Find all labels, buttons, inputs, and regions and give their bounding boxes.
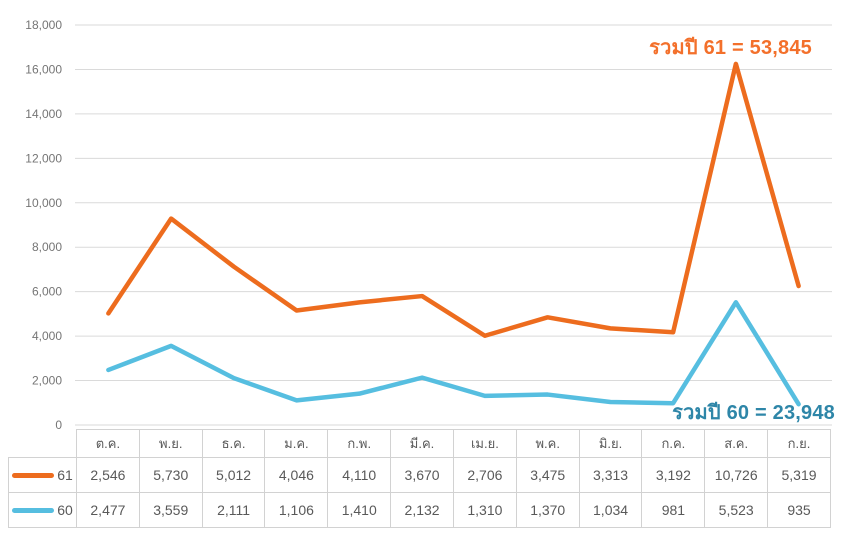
y-axis-tick-label: 16,000 xyxy=(25,62,62,76)
month-header-cell: ก.พ. xyxy=(327,429,392,458)
y-axis-tick-label: 8,000 xyxy=(32,240,62,254)
value-cell: 1,370 xyxy=(515,492,580,528)
month-header-cell: ก.ค. xyxy=(641,429,706,458)
value-cell: 4,046 xyxy=(264,457,329,493)
y-axis-tick-label: 10,000 xyxy=(25,196,62,210)
month-header-cell: ต.ค. xyxy=(76,429,140,458)
value-cell: 935 xyxy=(767,492,831,528)
value-cell: 4,110 xyxy=(327,457,392,493)
legend-line-swatch-61 xyxy=(12,472,55,478)
total-annotation-60: รวมปี 60 = 23,948 xyxy=(672,402,835,424)
y-axis-tick-label: 14,000 xyxy=(25,107,62,121)
y-axis-tick-label: 12,000 xyxy=(25,151,62,165)
value-cell: 1,410 xyxy=(327,492,392,528)
value-cell: 2,477 xyxy=(76,492,140,528)
legend-cell-61: 61 xyxy=(8,457,77,493)
month-header-cell: ธ.ค. xyxy=(201,429,266,458)
legend-label-60: 60 xyxy=(57,502,73,518)
table-corner-cell xyxy=(9,430,77,458)
stacked-line-chart: 0 2,000 4,000 6,000 8,000 10,000 12,000 14,000 1… xyxy=(25,18,832,430)
month-header-cell: เม.ย. xyxy=(452,429,517,458)
y-axis-tick-label: 2,000 xyxy=(32,374,62,388)
value-cell: 2,546 xyxy=(76,457,140,493)
month-header-cell: พ.ค. xyxy=(515,429,580,458)
table-header-row: ต.ค. พ.ย. ธ.ค. ม.ค. ก.พ. มี.ค. เม.ย. พ.ค. มิ.ย. ก… xyxy=(9,429,831,458)
legend-cell-60: 60 xyxy=(8,492,77,528)
value-cell: 1,106 xyxy=(264,492,329,528)
value-cell: 2,132 xyxy=(390,492,454,528)
value-cell: 1,034 xyxy=(578,492,643,528)
month-header-cell: ก.ย. xyxy=(767,429,831,458)
value-cell: 5,319 xyxy=(767,457,831,493)
series-61-line xyxy=(106,61,801,339)
month-header-cell: พ.ย. xyxy=(138,429,203,458)
value-cell: 3,192 xyxy=(641,457,706,493)
value-cell: 2,111 xyxy=(201,492,266,528)
legend-label-61: 61 xyxy=(57,467,73,483)
value-cell: 5,012 xyxy=(201,457,266,493)
value-cell: 5,523 xyxy=(704,492,769,528)
month-header-cell: มี.ค. xyxy=(390,429,454,458)
chart-data-table: ต.ค. พ.ย. ธ.ค. ม.ค. ก.พ. มี.ค. เม.ย. พ.ค. มิ.ย. ก… xyxy=(8,429,831,528)
table-row-60: 60 2,477 3,559 2,111 1,106 1,410 2,132 1,310 1,3… xyxy=(8,492,831,528)
y-axis-tick-label: 4,000 xyxy=(32,329,62,343)
value-cell: 1,310 xyxy=(452,492,517,528)
series-60-line xyxy=(106,300,801,407)
value-cell: 5,730 xyxy=(138,457,203,493)
y-axis-tick-label: 0 xyxy=(55,418,62,430)
y-axis-tick-label: 6,000 xyxy=(32,285,62,299)
value-cell: 3,559 xyxy=(138,492,203,528)
value-cell: 3,475 xyxy=(515,457,580,493)
month-header-cell: ส.ค. xyxy=(704,429,769,458)
table-row-61: 61 2,546 5,730 5,012 4,046 4,110 3,670 2,706 3,4… xyxy=(8,457,831,493)
value-cell: 981 xyxy=(641,492,706,528)
value-cell: 3,670 xyxy=(390,457,454,493)
value-cell: 3,313 xyxy=(578,457,643,493)
y-axis-tick-label: 18,000 xyxy=(25,18,62,32)
total-annotation-61: รวมปี 61 = 53,845 xyxy=(649,37,812,59)
month-header-cell: ม.ค. xyxy=(264,429,329,458)
value-cell: 2,706 xyxy=(452,457,517,493)
value-cell: 10,726 xyxy=(704,457,769,493)
month-header-cell: มิ.ย. xyxy=(578,429,643,458)
legend-line-swatch-60 xyxy=(12,507,55,513)
